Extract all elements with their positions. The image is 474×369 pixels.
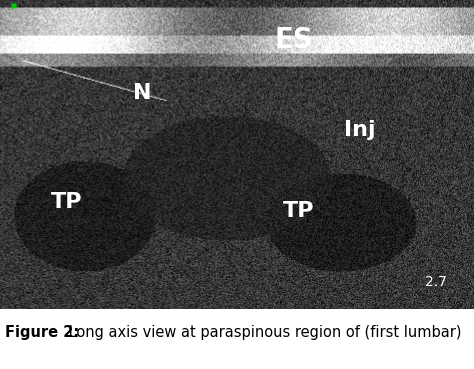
Text: Long axis view at paraspinous region of (first lumbar): Long axis view at paraspinous region of … <box>64 325 462 340</box>
Text: 2.7: 2.7 <box>425 275 447 289</box>
Text: ES: ES <box>274 26 313 54</box>
Text: Inj: Inj <box>345 120 376 140</box>
Text: Figure 2:: Figure 2: <box>5 325 79 340</box>
Text: N: N <box>133 83 152 103</box>
Text: TP: TP <box>283 201 314 221</box>
Text: TP: TP <box>51 192 82 211</box>
